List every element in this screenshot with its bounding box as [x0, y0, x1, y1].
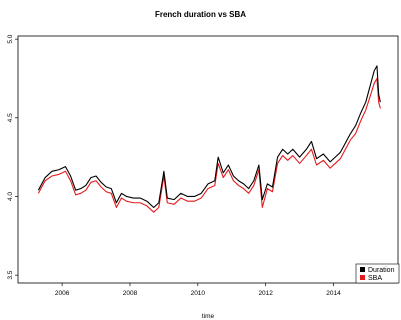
chart-title: French duration vs SBA: [155, 10, 246, 19]
legend-label-duration: Duration: [368, 267, 395, 274]
x-tick-label: 2006: [55, 290, 70, 297]
series-line-duration: [37, 65, 381, 209]
x-tick-label: 2008: [123, 290, 138, 297]
plot-frame: [17, 35, 399, 284]
y-tick-label: 5.0: [7, 34, 14, 43]
legend: Duration SBA: [355, 263, 400, 284]
y-tick-label: 3.5: [7, 270, 14, 279]
legend-swatch-duration: [360, 267, 365, 272]
x-tick-label: 2014: [326, 290, 341, 297]
series-layer: [37, 65, 381, 213]
legend-label-sba: SBA: [368, 275, 382, 282]
y-tick-label: 4.5: [7, 113, 14, 122]
legend-box: [355, 263, 400, 284]
y-tick-label: 4.0: [7, 192, 14, 201]
x-axis-label: time: [202, 313, 215, 320]
series-line-sba: [37, 77, 381, 213]
x-axis: 2006 2008 2010 2012 2014: [55, 283, 341, 297]
y-axis: 3.5 4.0 4.5 5.0: [7, 34, 18, 280]
x-tick-label: 2010: [191, 290, 206, 297]
legend-swatch-sba: [360, 275, 365, 280]
x-tick-label: 2012: [258, 290, 273, 297]
